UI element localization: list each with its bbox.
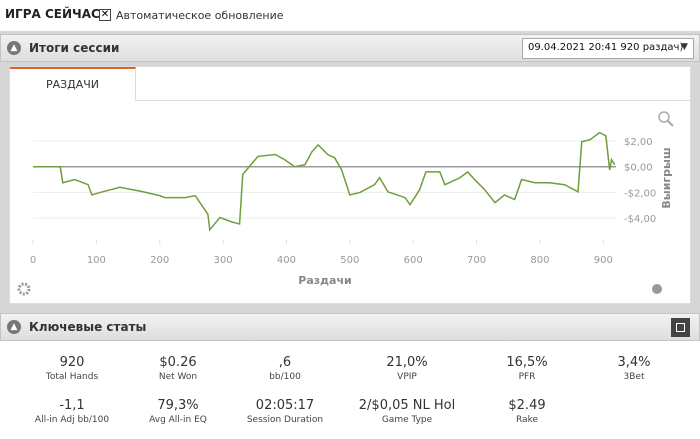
y-tick-label: -$2,00 (624, 188, 656, 199)
info-icon[interactable] (652, 284, 662, 294)
session-panel: РАЗДАЧИ (9, 66, 691, 304)
collapse-button[interactable]: ▲ (7, 41, 21, 55)
stat-label: Total Hands (45, 372, 99, 382)
stat-value: $0.26 (159, 355, 197, 370)
x-tick-label: 500 (340, 255, 359, 266)
stat-value: ,6 (278, 355, 292, 370)
stat: -1,1 All-in Adj bb/100 (17, 398, 127, 425)
x-tick-label: 900 (594, 255, 613, 266)
stat-value: 16,5% (506, 355, 548, 370)
stat-value: 920 (59, 355, 85, 370)
stat-value: 3,4% (617, 355, 651, 370)
stat-label: Avg All-in EQ (149, 415, 207, 425)
stat-label: All-in Adj bb/100 (34, 415, 110, 425)
x-tick-label: 800 (530, 255, 549, 266)
session-header: ▲ Итоги сессии 09.04.2021 20:41 920 разд… (0, 34, 700, 62)
stat: 2/$0,05 NL Hol Game Type (352, 398, 462, 425)
checkbox[interactable]: ✕ (99, 9, 111, 21)
y-tick-label: $0,00 (624, 163, 653, 174)
stat: 920 Total Hands (17, 355, 127, 382)
y-tick-label: -$4,00 (624, 214, 656, 225)
stat: $2.49 Rake (472, 398, 582, 425)
zoom-icon[interactable] (658, 111, 670, 123)
x-tick-label: 300 (214, 255, 233, 266)
collapse-button[interactable]: ▲ (7, 320, 21, 334)
stats-header: ▲ Ключевые статы (0, 313, 700, 341)
top-bar: ИГРА СЕЙЧАС ✕ Автоматическое обновление (0, 0, 700, 31)
y-tick-label: $2,00 (624, 137, 653, 148)
x-tick-label: 100 (87, 255, 106, 266)
x-tick-label: 200 (150, 255, 169, 266)
stat: 79,3% Avg All-in EQ (123, 398, 233, 425)
stat-label: bb/100 (269, 372, 301, 382)
stat: 3,4% 3Bet (579, 355, 689, 382)
stat-value: -1,1 (59, 398, 85, 413)
stat-label: 3Bet (623, 372, 645, 382)
zoom-handle (667, 120, 674, 127)
auto-update-label: Автоматическое обновление (116, 9, 284, 22)
x-tick-label: 700 (467, 255, 486, 266)
tab-line (136, 100, 691, 101)
stat: ,6 bb/100 (230, 355, 340, 382)
title: ИГРА СЕЙЧАС (5, 7, 100, 21)
stat-label: VPIP (397, 372, 417, 382)
stat-value: $2.49 (508, 398, 546, 413)
stat: 02:05:17 Session Duration (230, 398, 340, 425)
stat: 21,0% VPIP (352, 355, 462, 382)
session-title: Итоги сессии (29, 41, 120, 55)
stat-label: Session Duration (246, 415, 324, 425)
x-tick-label: 600 (404, 255, 423, 266)
layout-button[interactable] (671, 318, 690, 337)
stat: 16,5% PFR (472, 355, 582, 382)
stat-label: PFR (518, 372, 536, 382)
session-selector[interactable]: 09.04.2021 20:41 920 раздач) ▼ (522, 38, 694, 59)
caret: ▼ (681, 42, 688, 52)
selector-text: 09.04.2021 20:41 920 раздач) (528, 42, 684, 53)
stat-value: 79,3% (157, 398, 199, 413)
stat-label: Rake (516, 415, 538, 425)
y-axis-label: Выигрыш (660, 147, 673, 208)
stats-panel: 920 Total Hands $0.26 Net Won ,6 bb/100 21,0% V… (0, 341, 700, 439)
stat-value: 02:05:17 (255, 398, 315, 413)
win-line (33, 131, 616, 232)
tab[interactable]: РАЗДАЧИ (10, 67, 136, 101)
settings-icon[interactable] (17, 282, 31, 296)
x-tick-label: 0 (30, 255, 36, 266)
chart: Раздачи Выигрыш $2,00 $0,00 -$2,00 -$4,00 0 1… (17, 111, 674, 296)
stats-title: Ключевые статы (29, 320, 147, 334)
stat-value: 21,0% (386, 355, 428, 370)
stat-value: 2/$0,05 NL Hol (358, 398, 456, 413)
stat: $0.26 Net Won (123, 355, 233, 382)
stat-label: Game Type (381, 415, 433, 425)
stat-label: Net Won (158, 372, 198, 382)
x-axis-label: Раздачи (298, 274, 351, 287)
x-tick-label: 400 (277, 255, 296, 266)
